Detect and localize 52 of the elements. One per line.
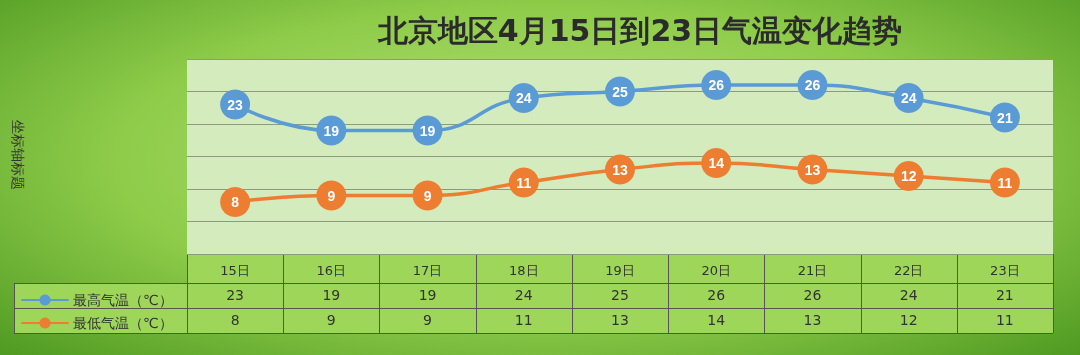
annotation: 8	[231, 194, 240, 210]
annotation: 21	[997, 109, 1013, 126]
data-label: 23	[225, 287, 245, 303]
data-label: 21	[994, 287, 1015, 303]
legend-label: 最高气温（℃）	[73, 292, 173, 308]
x-tick-label: 23日	[990, 263, 1020, 278]
data-label: 13	[802, 312, 823, 328]
x-tick-label: 20日	[701, 263, 731, 278]
x-tick-label: 17日	[412, 263, 443, 278]
data-label: 12	[898, 312, 919, 328]
data-label: 14	[706, 312, 727, 328]
chart-title: 北京地区4月15日到23日气温变化趋势	[376, 12, 903, 48]
data-label: 11	[513, 312, 534, 328]
x-tick-label: 18日	[509, 263, 539, 278]
annotation: 13	[612, 161, 628, 178]
data-label: 9	[325, 312, 337, 328]
data-label: 25	[610, 287, 630, 303]
annotation: 25	[612, 83, 628, 100]
annotation: 11	[516, 174, 532, 191]
data-label: 11	[994, 312, 1015, 328]
annotation: 23	[227, 96, 244, 113]
annotation: 26	[804, 77, 821, 93]
annotation: 14	[708, 155, 725, 171]
data-label: 24	[513, 287, 534, 303]
data-label: 19	[417, 287, 438, 303]
data-label: 26	[706, 287, 727, 303]
annotation: 13	[804, 161, 821, 178]
data-label: 19	[321, 287, 342, 303]
data-label: 9	[422, 312, 433, 328]
data-label: 26	[802, 287, 823, 303]
data-label: 24	[898, 287, 919, 303]
annotation: 9	[327, 187, 336, 204]
x-tick-label: 19日	[605, 263, 635, 278]
x-tick-label: 16日	[316, 263, 347, 278]
point	[316, 180, 347, 211]
annotation: 24	[515, 90, 532, 106]
text: 坐标轴标题	[10, 120, 26, 190]
annotation: 26	[708, 77, 725, 93]
annotation: 9	[423, 187, 432, 204]
annotation: 24	[900, 90, 917, 106]
point	[412, 180, 443, 211]
legend-label: 最低气温（℃）	[73, 315, 173, 331]
x-tick-label: 22日	[893, 263, 924, 278]
point	[220, 187, 251, 217]
annotation: 12	[900, 168, 917, 184]
x-tick-label: 21日	[797, 263, 828, 278]
data-label: 13	[610, 312, 630, 328]
x-tick-label: 15日	[220, 263, 250, 278]
annotation: 19	[323, 122, 340, 139]
data-label: 8	[229, 312, 241, 328]
annotation: 11	[997, 174, 1013, 191]
annotation: 19	[419, 122, 436, 139]
